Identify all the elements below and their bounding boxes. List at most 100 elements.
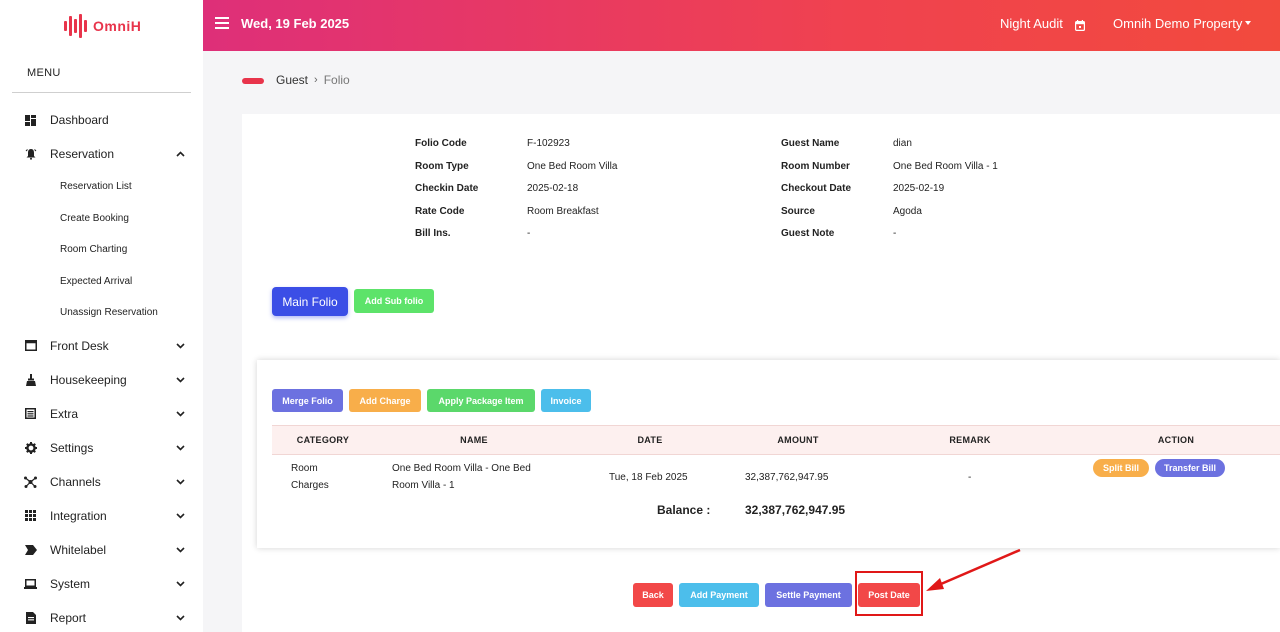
post-date-button[interactable]: Post Date — [858, 583, 920, 607]
guest-name-value: dian — [893, 138, 912, 149]
sidebar-item-label: Report — [50, 610, 87, 625]
breadcrumb-indicator — [242, 78, 264, 84]
chevron-down-icon[interactable] — [174, 374, 186, 386]
column-header-amount: AMOUNT — [777, 435, 819, 445]
chevron-down-icon[interactable] — [174, 476, 186, 488]
sidebar-item-label: Channels — [50, 474, 101, 489]
app-logo[interactable]: OmniH — [0, 0, 203, 51]
column-header-date: DATE — [637, 435, 663, 445]
property-selector[interactable]: Omnih Demo Property — [1113, 16, 1243, 31]
chevron-down-icon[interactable] — [174, 408, 186, 420]
annotation-highlight-box — [855, 571, 923, 616]
hamburger-menu-icon[interactable] — [215, 17, 229, 29]
caret-down-icon[interactable] — [1245, 21, 1251, 25]
info-label: Room Type — [415, 161, 469, 172]
source-value: Agoda — [893, 206, 922, 217]
sidebar-item-label: Settings — [50, 440, 94, 455]
sidebar-item-report[interactable]: Report — [0, 601, 203, 632]
sidebar-subitem-create-booking[interactable]: Create Booking — [60, 212, 129, 224]
info-label: Source — [781, 206, 815, 217]
table-header: CATEGORY NAME DATE AMOUNT REMARK ACTION — [272, 425, 1280, 455]
cell-category: Room Charges — [291, 463, 329, 491]
breadcrumb: Guest › Folio — [276, 73, 350, 87]
sidebar-subitem-room-charting[interactable]: Room Charting — [60, 244, 128, 256]
info-label: Room Number — [781, 161, 850, 172]
room-number-value: One Bed Room Villa - 1 — [893, 161, 998, 172]
sidebar-item-dashboard[interactable]: Dashboard — [0, 103, 203, 137]
split-bill-button[interactable]: Split Bill — [1093, 459, 1149, 477]
current-date: Wed, 19 Feb 2025 — [241, 16, 350, 31]
checkout-date-value: 2025-02-19 — [893, 183, 945, 194]
broom-icon — [24, 373, 37, 386]
balance-value: 32,387,762,947.95 — [745, 503, 846, 517]
chevron-down-icon[interactable] — [174, 612, 186, 624]
sidebar-subitem-unassign-reservation[interactable]: Unassign Reservation — [60, 307, 158, 319]
checkin-date-value: 2025-02-18 — [527, 183, 579, 194]
info-label: Folio Code — [415, 138, 467, 149]
add-sub-folio-button[interactable]: Add Sub folio — [354, 289, 434, 313]
back-button[interactable]: Back — [633, 583, 673, 607]
sidebar-item-label: Whitelabel — [50, 542, 107, 557]
sidebar-subitem-expected-arrival[interactable]: Expected Arrival — [60, 275, 133, 287]
breadcrumb-folio: Folio — [323, 73, 350, 87]
chevron-down-icon[interactable] — [174, 510, 186, 522]
sidebar-item-channels[interactable]: Channels — [0, 465, 203, 499]
sidebar-item-integration[interactable]: Integration — [0, 499, 203, 533]
sidebar-item-label: Integration — [50, 508, 107, 523]
sidebar-item-label: Reservation — [50, 147, 115, 161]
bill-ins-value: - — [527, 228, 531, 239]
calendar-icon[interactable] — [1075, 18, 1086, 32]
sidebar-item-label: Housekeeping — [50, 372, 127, 387]
room-type-value: One Bed Room Villa — [527, 161, 618, 172]
info-label: Guest Name — [781, 138, 840, 149]
dashboard-icon — [24, 114, 37, 127]
sidebar-item-front-desk[interactable]: Front Desk — [0, 329, 203, 363]
night-audit-link[interactable]: Night Audit — [1000, 16, 1063, 31]
sidebar-subitem-reservation-list[interactable]: Reservation List — [60, 181, 132, 193]
sidebar-item-system[interactable]: System — [0, 567, 203, 601]
sidebar-item-label: Front Desk — [50, 338, 109, 353]
cell-remark: - — [968, 472, 972, 483]
sidebar-item-label: Dashboard — [50, 113, 109, 127]
transfer-bill-button[interactable]: Transfer Bill — [1155, 459, 1225, 477]
list-box-icon — [24, 407, 37, 420]
chevron-right-icon: › — [314, 74, 318, 86]
report-icon — [24, 611, 37, 624]
chevron-down-icon[interactable] — [174, 578, 186, 590]
rate-code-value: Room Breakfast — [527, 206, 599, 217]
sidebar-item-reservation[interactable]: Reservation — [0, 137, 203, 171]
add-payment-button[interactable]: Add Payment — [679, 583, 759, 607]
info-label: Bill Ins. — [415, 228, 451, 239]
sidebar-item-settings[interactable]: Settings — [0, 431, 203, 465]
guest-note-value: - — [893, 228, 897, 239]
menu-divider — [12, 92, 191, 93]
network-icon — [24, 475, 37, 488]
gear-icon — [24, 441, 37, 454]
sidebar-item-whitelabel[interactable]: Whitelabel — [0, 533, 203, 567]
info-label: Checkin Date — [415, 183, 479, 194]
invoice-button[interactable]: Invoice — [541, 389, 591, 412]
cell-name: One Bed Room Villa - One Bed Room Villa … — [392, 463, 531, 491]
main-folio-button[interactable]: Main Folio — [272, 287, 348, 316]
chevron-up-icon[interactable] — [174, 148, 186, 160]
chevron-down-icon[interactable] — [174, 442, 186, 454]
laptop-icon — [24, 577, 37, 590]
breadcrumb-guest[interactable]: Guest — [276, 73, 309, 87]
chevron-down-icon[interactable] — [174, 340, 186, 352]
menu-title: MENU — [27, 67, 61, 79]
apply-package-item-button[interactable]: Apply Package Item — [427, 389, 535, 412]
sidebar-item-housekeeping[interactable]: Housekeeping — [0, 363, 203, 397]
settle-payment-button[interactable]: Settle Payment — [765, 583, 852, 607]
add-charge-button[interactable]: Add Charge — [349, 389, 421, 412]
info-label: Rate Code — [415, 206, 465, 217]
window-icon — [24, 339, 37, 352]
column-header-category: CATEGORY — [296, 435, 350, 445]
chevron-down-icon[interactable] — [174, 544, 186, 556]
label-icon — [24, 543, 37, 556]
merge-folio-button[interactable]: Merge Folio — [272, 389, 343, 412]
column-header-action: ACTION — [1157, 435, 1195, 445]
sidebar-item-extra[interactable]: Extra — [0, 397, 203, 431]
sidebar: OmniH MENU Dashboard Reservation Reserva… — [0, 0, 203, 632]
grid-icon — [24, 509, 37, 522]
folio-code-value: F-102923 — [527, 138, 570, 149]
